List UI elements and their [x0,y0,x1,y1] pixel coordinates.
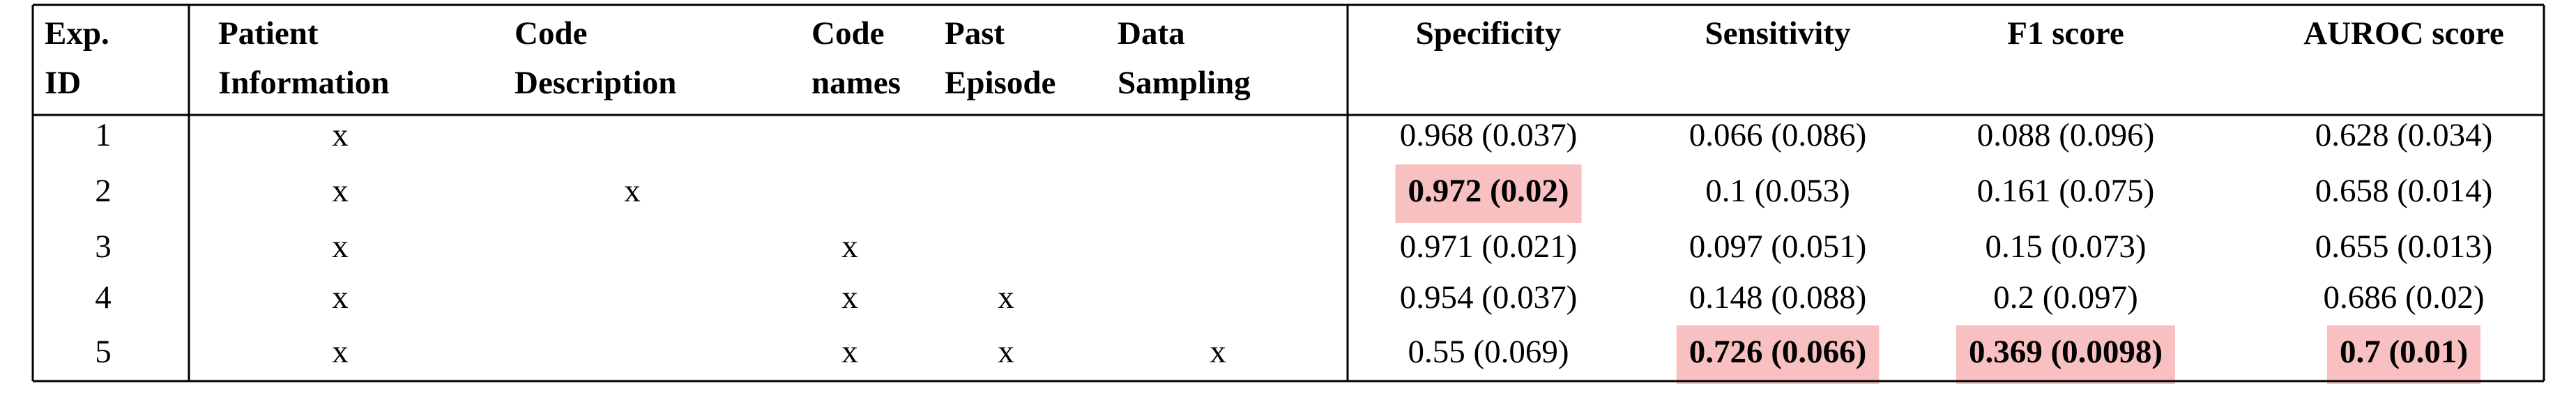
column-header: Sampling [1118,65,1251,101]
metric-cell: 0.097 (0.051) [1689,229,1867,265]
cell-highlight [2326,325,2481,384]
cell-highlight [1395,164,1582,223]
feature-mark: x [332,229,349,265]
metric-cell: 0.369 (0.0098) [1969,334,2163,370]
metric-cell: 0.088 (0.096) [1977,117,2155,153]
row-id: 5 [95,334,112,370]
column-header: Patient [218,15,319,52]
metric-cell: 0.15 (0.073) [1985,229,2146,265]
column-header: Sensitivity [1705,15,1851,52]
column-header: F1 score [2007,15,2124,52]
feature-mark: x [332,117,349,153]
column-header: Specificity [1416,15,1562,52]
feature-mark: x [998,279,1014,316]
cell-highlight [1676,325,1880,384]
highlights [1395,164,2481,384]
metric-cell: 0.066 (0.086) [1689,117,1867,153]
column-header: ID [45,65,81,101]
column-header: Information [218,65,389,101]
metric-cell: 0.161 (0.075) [1977,173,2155,209]
feature-mark: x [1210,334,1226,370]
feature-mark: x [332,173,349,209]
column-header: Exp. [45,15,109,52]
cell-highlight [1956,325,2176,384]
metric-cell: 0.686 (0.02) [2323,279,2484,316]
metric-cell: 0.148 (0.088) [1689,279,1867,316]
metric-cell: 0.55 (0.069) [1408,334,1569,370]
metric-cell: 0.726 (0.066) [1689,334,1867,370]
feature-mark: x [841,334,858,370]
row-id: 2 [95,173,112,209]
column-header: Code [811,15,884,52]
metric-cell: 0.7 (0.01) [2340,334,2468,370]
column-header: Episode [945,65,1055,101]
metric-cell: 0.2 (0.097) [1993,279,2138,316]
feature-mark: x [841,229,858,265]
metric-cell: 0.655 (0.013) [2315,229,2493,265]
metric-cell: 0.628 (0.034) [2315,117,2493,153]
feature-mark: x [332,279,349,316]
column-header: Description [515,65,676,101]
row-id: 4 [95,279,112,316]
metric-cell: 0.971 (0.021) [1400,229,1578,265]
metric-cell: 0.968 (0.037) [1400,117,1578,153]
column-header: AUROC score [2303,15,2504,52]
metric-cell: 0.658 (0.014) [2315,173,2493,209]
column-header: Past [945,15,1005,52]
feature-mark: x [998,334,1014,370]
metric-cell: 0.972 (0.02) [1408,173,1569,209]
feature-mark: x [332,334,349,370]
feature-mark: x [624,173,641,209]
row-id: 1 [95,117,112,153]
column-header: names [811,65,901,101]
column-header: Data [1118,15,1185,52]
metric-cell: 0.1 (0.053) [1705,173,1850,209]
feature-mark: x [841,279,858,316]
row-id: 3 [95,229,112,265]
metric-cell: 0.954 (0.037) [1400,279,1578,316]
column-header: Code [515,15,587,52]
